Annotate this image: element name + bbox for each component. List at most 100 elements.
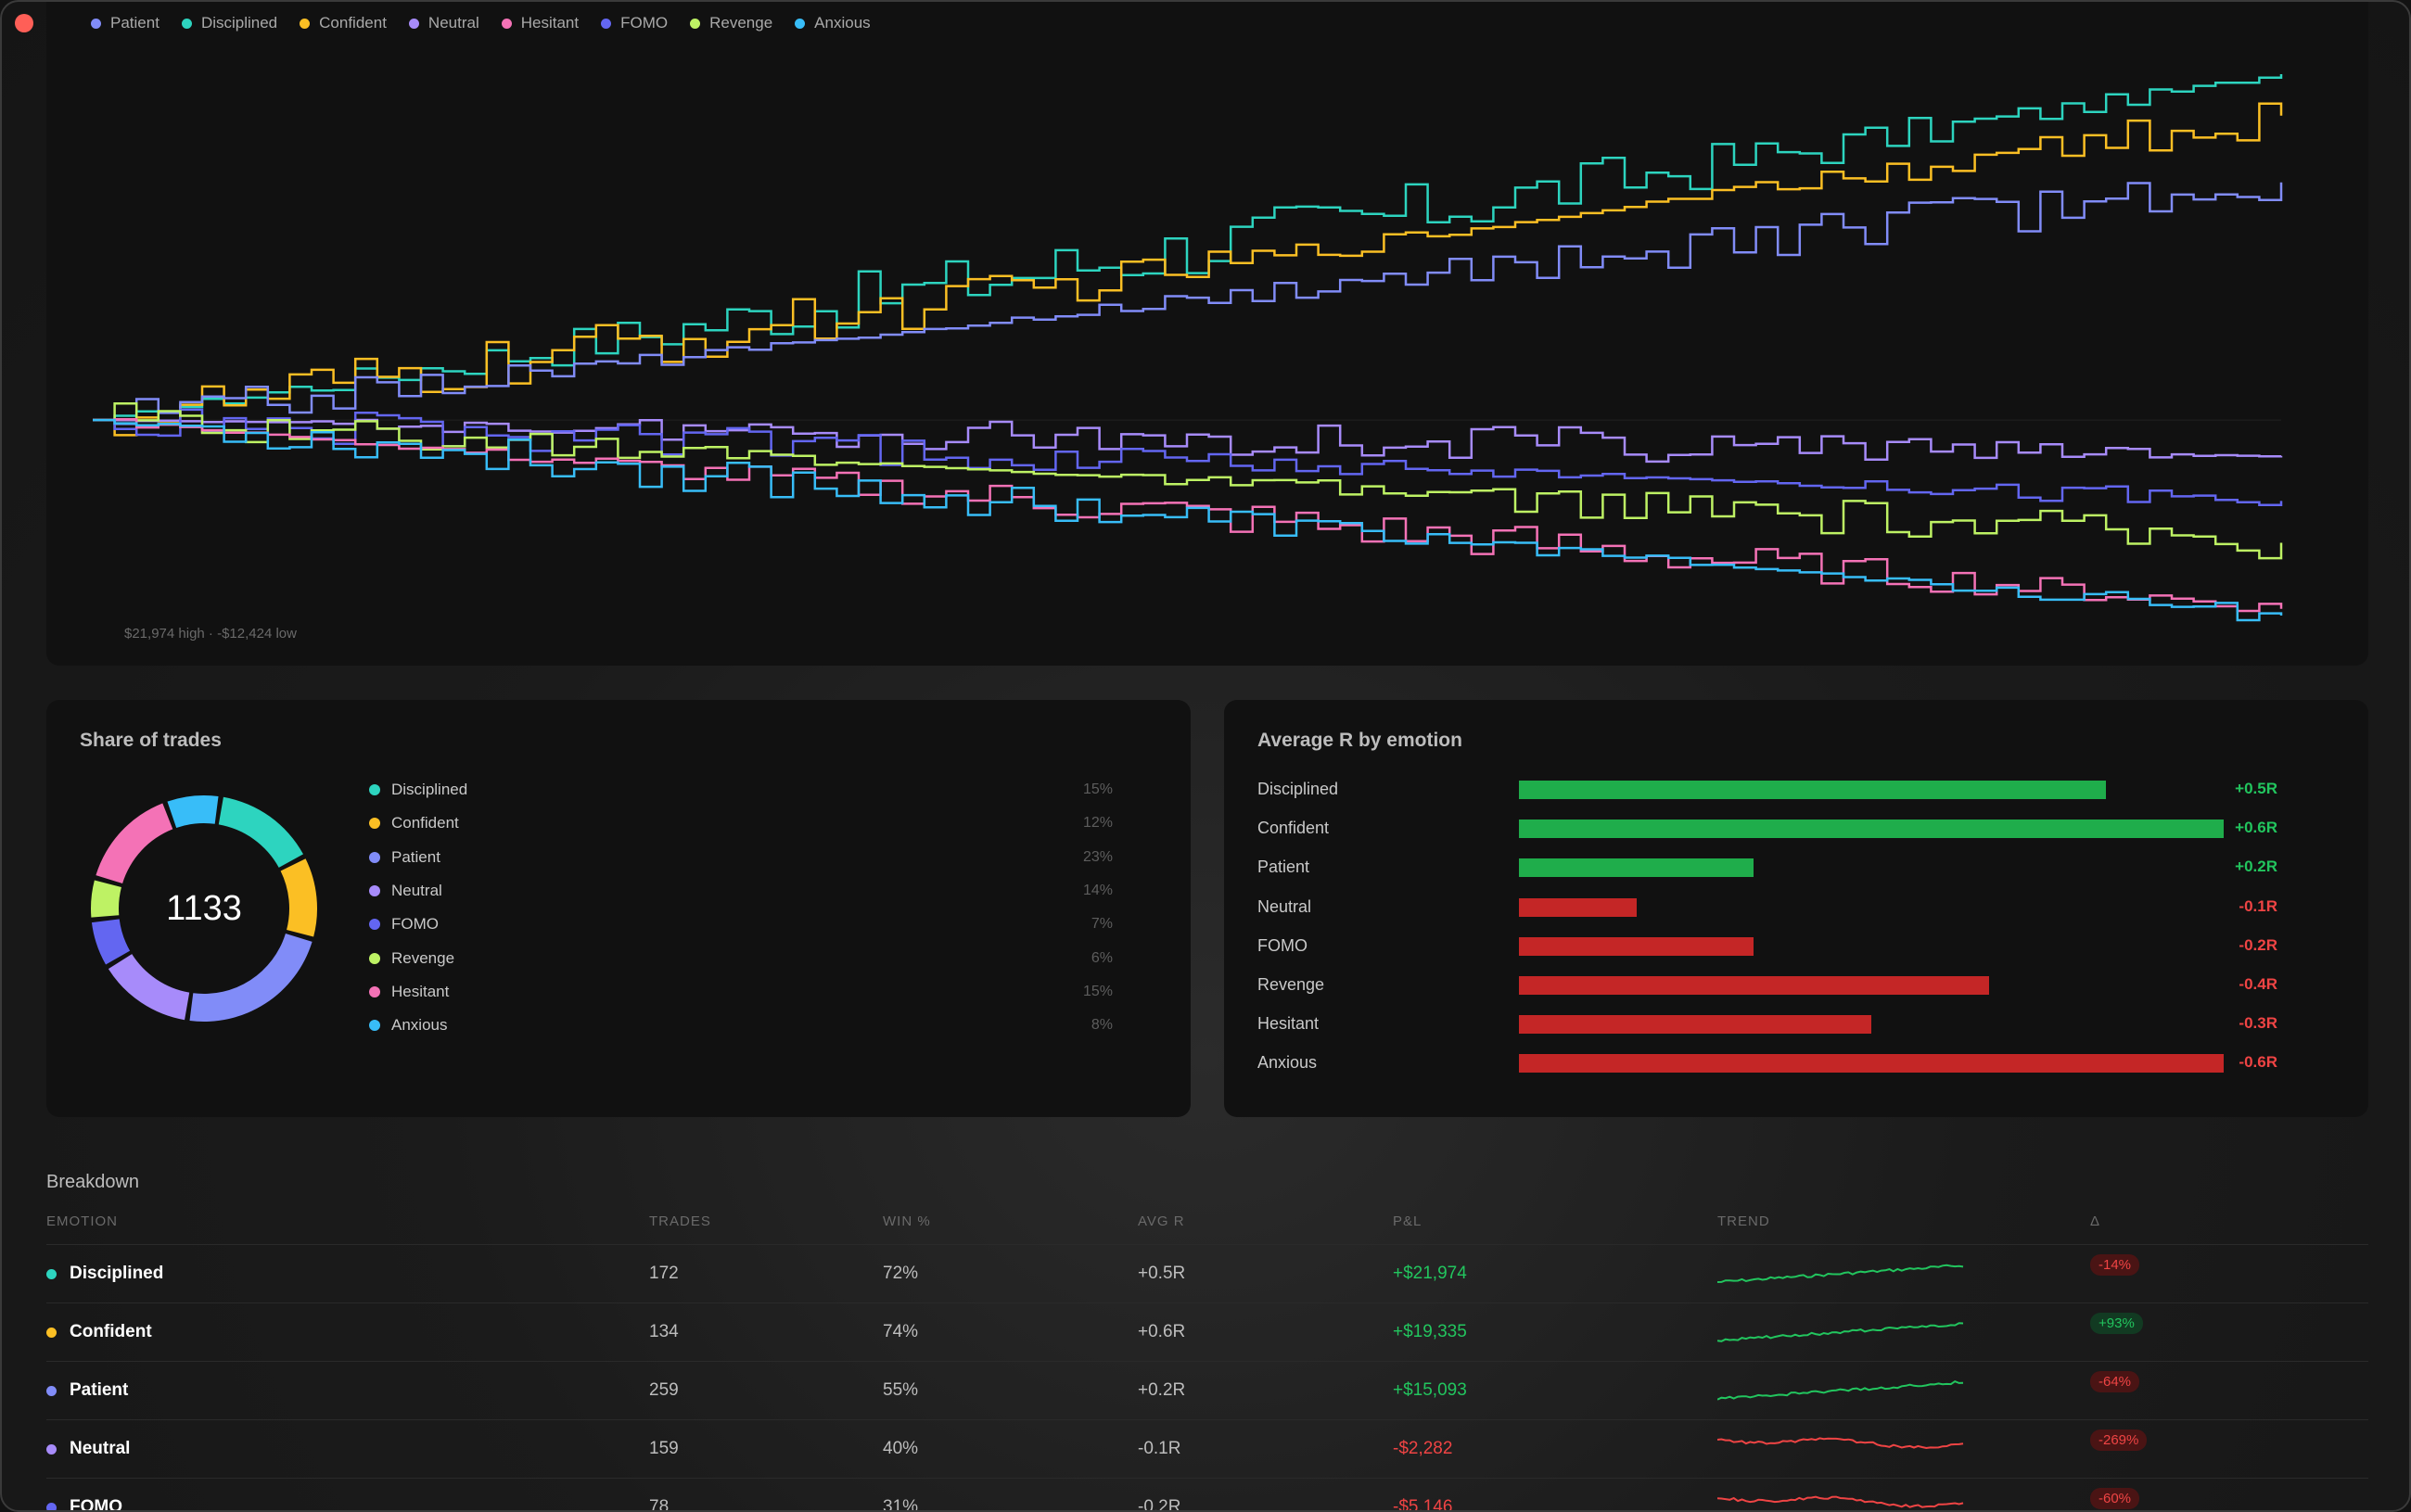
legend-label: Anxious bbox=[814, 14, 871, 32]
avg-r-bar[interactable] bbox=[1519, 858, 1754, 878]
table-row[interactable]: FOMO 78 31% -0.2R -$5,146 -60% bbox=[46, 1478, 2368, 1512]
trades-cell: 134 bbox=[649, 1322, 679, 1341]
donut-slice-revenge[interactable] bbox=[91, 880, 121, 918]
avg-cell: -0.1R bbox=[1138, 1439, 1181, 1458]
avg-r-name: Hesitant bbox=[1257, 1014, 1320, 1034]
legend-item-neutral[interactable]: Neutral bbox=[408, 14, 479, 32]
legend-item-revenge[interactable]: Revenge bbox=[690, 14, 772, 32]
legend-item-patient[interactable]: Patient bbox=[91, 14, 159, 32]
avg-r-bar[interactable] bbox=[1519, 897, 1637, 917]
header-emotion[interactable]: EMOTION bbox=[46, 1213, 118, 1229]
share-item-hesitant[interactable]: Hesitant 15% bbox=[369, 980, 1113, 1004]
legend-label: FOMO bbox=[620, 14, 669, 32]
legend-dot bbox=[300, 18, 311, 29]
avg-r-bar[interactable] bbox=[1519, 781, 2107, 799]
avg-r-value: -0.6R bbox=[2239, 1053, 2277, 1072]
donut-slice-confident[interactable] bbox=[280, 858, 317, 937]
emotion-dot bbox=[46, 1268, 57, 1279]
donut-slice-patient[interactable] bbox=[189, 934, 313, 1023]
avg-r-row-revenge: Revenge -0.4R bbox=[1257, 972, 2296, 999]
sparkline-path bbox=[1717, 1437, 1964, 1450]
emotion-label: Confident bbox=[70, 1322, 152, 1341]
table-row[interactable]: Neutral 159 40% -0.1R -$2,282 -269% bbox=[46, 1419, 2368, 1479]
avg-r-row-hesitant: Hesitant -0.3R bbox=[1257, 1010, 2296, 1038]
avg-cell: +0.6R bbox=[1138, 1322, 1186, 1341]
donut-slice-anxious[interactable] bbox=[167, 795, 219, 828]
series-line-patient[interactable] bbox=[93, 182, 2283, 426]
range-text: $21,974 high · -$12,424 low bbox=[124, 626, 297, 642]
header-delta[interactable]: Δ bbox=[2090, 1213, 2101, 1229]
legend-dot bbox=[690, 18, 701, 29]
emotion-label: Patient bbox=[70, 1380, 129, 1400]
sparkline-path bbox=[1717, 1379, 1964, 1401]
avg-r-bar[interactable] bbox=[1519, 1015, 1871, 1035]
share-pct: 14% bbox=[1082, 882, 1113, 898]
win-cell: 40% bbox=[883, 1439, 919, 1458]
share-item-revenge[interactable]: Revenge 6% bbox=[369, 947, 1113, 971]
header-pnl[interactable]: P&L bbox=[1393, 1213, 1422, 1229]
avg-r-row-disciplined: Disciplined +0.5R bbox=[1257, 776, 2296, 804]
share-item-anxious[interactable]: Anxious 8% bbox=[369, 1013, 1113, 1037]
emotion-dot bbox=[46, 1385, 57, 1396]
share-dot bbox=[369, 818, 380, 830]
avg-r-bar[interactable] bbox=[1519, 820, 2224, 839]
trades-cell: 78 bbox=[649, 1497, 670, 1512]
delta-badge: -60% bbox=[2090, 1488, 2140, 1509]
legend-dot bbox=[795, 18, 806, 29]
share-item-neutral[interactable]: Neutral 14% bbox=[369, 879, 1113, 903]
equity-chart bbox=[93, 74, 2283, 622]
share-of-trades-panel: Share of trades 1133 Disciplined 15% Confi… bbox=[46, 700, 1191, 1117]
share-item-fomo[interactable]: FOMO 7% bbox=[369, 912, 1113, 936]
series-line-anxious[interactable] bbox=[93, 418, 2283, 622]
avg-r-name: FOMO bbox=[1257, 935, 1308, 955]
sparkline-path bbox=[1717, 1322, 1964, 1342]
legend-label: Revenge bbox=[709, 14, 773, 32]
close-icon[interactable] bbox=[15, 14, 33, 32]
series-line-revenge[interactable] bbox=[93, 401, 2283, 560]
emotion-cell: Neutral bbox=[46, 1439, 130, 1459]
share-dot bbox=[369, 919, 380, 931]
share-name: FOMO bbox=[391, 915, 439, 934]
emotion-dot bbox=[46, 1327, 57, 1338]
avg-r-row-patient: Patient +0.2R bbox=[1257, 854, 2296, 882]
delta-badge: +93% bbox=[2090, 1313, 2143, 1334]
emotion-cell: Confident bbox=[46, 1322, 152, 1342]
chart-legend: Patient Disciplined Confident Neutral Hesita… bbox=[91, 14, 893, 32]
avg-r-value: +0.6R bbox=[2235, 819, 2277, 837]
legend-item-fomo[interactable]: FOMO bbox=[601, 14, 668, 32]
header-avg-r[interactable]: AVG R bbox=[1138, 1213, 1185, 1229]
legend-item-hesitant[interactable]: Hesitant bbox=[501, 14, 579, 32]
share-dot bbox=[369, 985, 380, 997]
header-win[interactable]: WIN % bbox=[883, 1213, 931, 1229]
share-dot bbox=[369, 851, 380, 863]
donut-slice-neutral[interactable] bbox=[108, 954, 190, 1021]
legend-dot bbox=[91, 18, 101, 29]
table-row[interactable]: Confident 134 74% +0.6R +$19,335 +93% bbox=[46, 1302, 2368, 1362]
share-dot bbox=[369, 884, 380, 896]
donut-slice-hesitant[interactable] bbox=[96, 803, 173, 883]
avg-r-bar[interactable] bbox=[1519, 1054, 2224, 1074]
table-row[interactable]: Patient 259 55% +0.2R +$15,093 -64% bbox=[46, 1361, 2368, 1420]
series-line-neutral[interactable] bbox=[93, 418, 2283, 464]
share-item-patient[interactable]: Patient 23% bbox=[369, 845, 1113, 870]
avg-r-name: Anxious bbox=[1257, 1053, 1318, 1073]
share-item-confident[interactable]: Confident 12% bbox=[369, 811, 1113, 835]
sparkline-path bbox=[1717, 1495, 1964, 1508]
series-line-disciplined[interactable] bbox=[93, 74, 2283, 422]
share-pct: 23% bbox=[1082, 848, 1113, 865]
header-trades[interactable]: TRADES bbox=[649, 1213, 711, 1229]
table-row[interactable]: Disciplined 172 72% +0.5R +$21,974 -14% bbox=[46, 1244, 2368, 1303]
share-name: Confident bbox=[391, 814, 459, 832]
avg-r-bar[interactable] bbox=[1519, 936, 1754, 956]
legend-item-confident[interactable]: Confident bbox=[300, 14, 387, 32]
legend-item-anxious[interactable]: Anxious bbox=[795, 14, 871, 32]
trend-sparkline bbox=[1717, 1264, 1964, 1283]
share-pct: 6% bbox=[1091, 949, 1113, 966]
avg-r-bar[interactable] bbox=[1519, 976, 1989, 995]
legend-dot bbox=[501, 18, 512, 29]
donut-slice-disciplined[interactable] bbox=[218, 796, 304, 868]
share-item-disciplined[interactable]: Disciplined 15% bbox=[369, 778, 1113, 802]
emotion-cell: FOMO bbox=[46, 1497, 122, 1510]
donut-slice-fomo[interactable] bbox=[91, 919, 131, 965]
legend-item-disciplined[interactable]: Disciplined bbox=[181, 14, 277, 32]
